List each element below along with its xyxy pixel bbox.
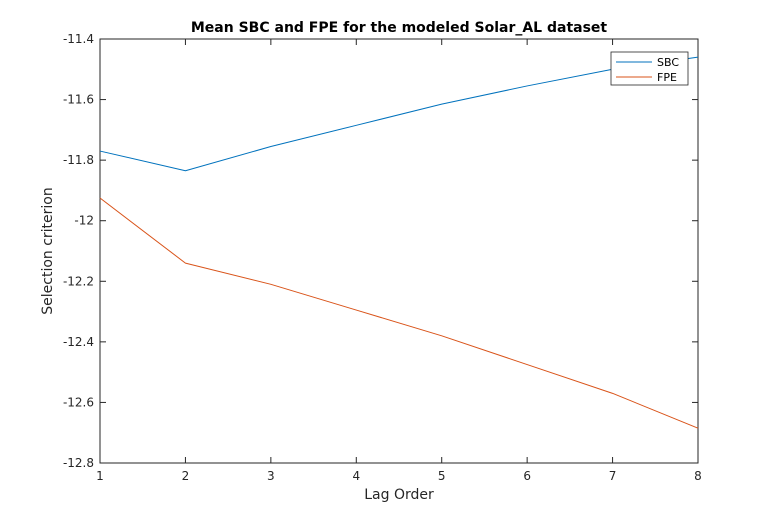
series-line-fpe: [99, 197, 699, 429]
y-tick-label: -12: [74, 214, 94, 228]
chart-title: Mean SBC and FPE for the modeled Solar_A…: [191, 20, 608, 36]
x-tick-label: 2: [182, 469, 190, 483]
x-axis-tick-labels: 1 2 3 4 5 6 7 8: [96, 469, 702, 483]
x-tick-label: 3: [267, 469, 275, 483]
series-line-sbc: [99, 56, 699, 172]
x-tick-label: 6: [523, 469, 531, 483]
y-tick-label: -11.8: [63, 153, 94, 167]
y-axis-tick-labels: -11.4 -11.6 -11.8 -12 -12.2 -12.4 -12.6 -12.8: [63, 32, 94, 470]
y-tick-label: -12.8: [63, 456, 94, 470]
x-tick-label: 7: [609, 469, 617, 483]
y-tick-label: -11.6: [63, 93, 94, 107]
x-tick-label: 1: [96, 469, 104, 483]
y-axis-title: Selection criterion: [40, 187, 56, 315]
x-axis-title: Lag Order: [364, 487, 434, 503]
y-tick-label: -12.4: [63, 335, 94, 349]
legend-label-fpe: FPE: [657, 71, 677, 84]
legend: SBC FPE: [610, 51, 689, 86]
x-tick-label: 4: [352, 469, 360, 483]
axis-ticks: [99, 38, 699, 464]
y-tick-label: -12.2: [63, 274, 94, 288]
legend-box: [610, 51, 689, 86]
y-tick-label: -12.6: [63, 395, 94, 409]
legend-label-sbc: SBC: [657, 56, 679, 69]
plot-area: [99, 38, 699, 464]
x-tick-label: 8: [694, 469, 702, 483]
y-tick-label: -11.4: [63, 32, 94, 46]
series-lines: [99, 56, 699, 429]
x-tick-label: 5: [438, 469, 446, 483]
